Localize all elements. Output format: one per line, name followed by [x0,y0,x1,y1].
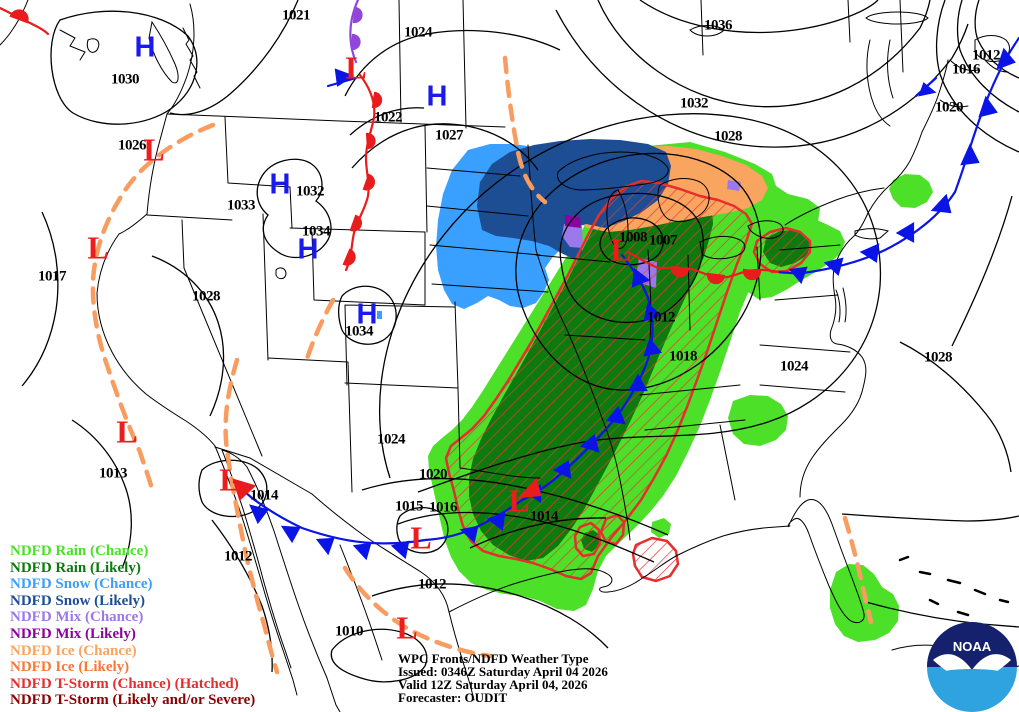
warm-fronts [0,6,780,501]
map-info-block: WPC Fronts/NDFD Weather Type Issued: 034… [398,652,608,704]
legend-item: NDFD Rain (Likely) [10,559,141,576]
occluded-front [349,0,363,64]
legend-item: NDFD Ice (Likely) [10,659,130,676]
legend: NDFD Rain (Chance) NDFD Rain (Likely) NDFD… [10,543,255,709]
legend-item: NDFD Ice (Chance) [10,642,137,659]
legend-item: NDFD Snow (Chance) [10,576,153,593]
legend-item: NDFD Rain (Chance) [10,543,149,559]
map-valid: Valid 12Z Saturday April 04, 2026 [398,677,588,692]
map-issued: Issued: 0346Z Saturday April 04 2026 [398,664,608,679]
cold-fronts [232,36,1019,561]
precip-snow-likely [477,139,671,260]
legend-item: NDFD Mix (Likely) [10,625,136,642]
legend-item: NDFD Mix (Chance) [10,609,144,626]
noaa-logo-text: NOAA [953,639,992,654]
legend-item: NDFD T-Storm (Chance) (Hatched) [10,675,239,692]
precip-tstorm-hatched [444,179,812,583]
map-forecaster: Forecaster: OUDIT [398,690,508,705]
noaa-logo: NOAA [927,622,1017,712]
legend-item: NDFD Snow (Likely) [10,592,146,609]
legend-item: NDFD T-Storm (Likely and/or Severe) [10,692,256,709]
map-title: WPC Fronts/NDFD Weather Type [398,651,589,666]
trough-lines [90,55,874,675]
